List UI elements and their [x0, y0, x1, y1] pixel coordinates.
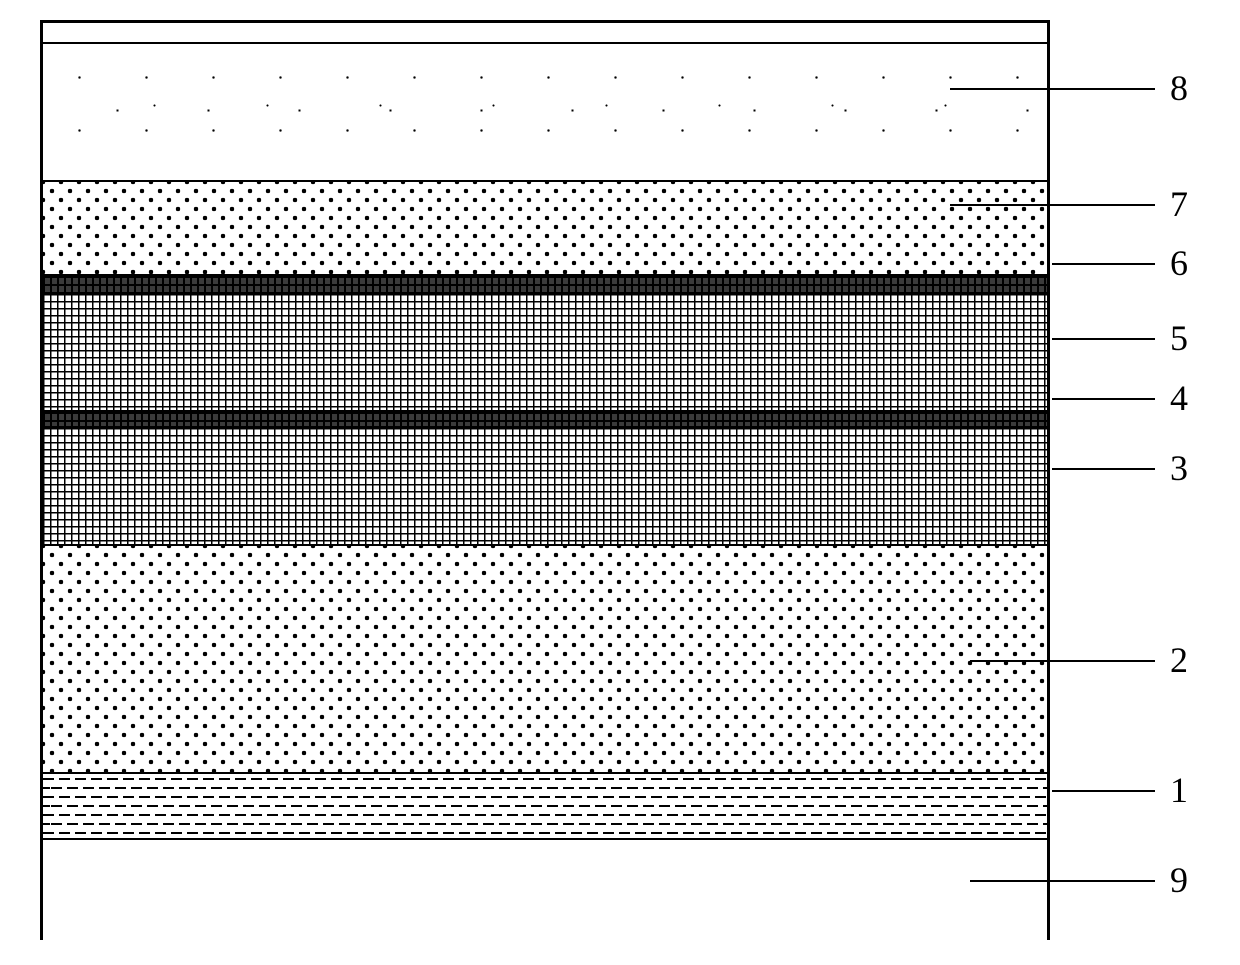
leader-6 [1052, 263, 1155, 265]
leader-8 [950, 88, 1155, 90]
label-2: 2 [1170, 642, 1188, 678]
layer-4 [43, 410, 1047, 426]
layer-6 [43, 274, 1047, 292]
label-6: 6 [1170, 245, 1188, 281]
layer-5 [43, 292, 1047, 410]
leader-5 [1052, 338, 1155, 340]
label-3: 3 [1170, 450, 1188, 486]
label-5: 5 [1170, 320, 1188, 356]
layer-7 [43, 180, 1047, 274]
leader-2 [970, 660, 1155, 662]
layer-2 [43, 544, 1047, 772]
leader-9 [970, 880, 1155, 882]
label-1: 1 [1170, 772, 1188, 808]
layer-9 [43, 838, 1047, 958]
leader-3 [1052, 468, 1155, 470]
leader-4 [1052, 398, 1155, 400]
layer-8 [43, 42, 1047, 180]
leader-7 [950, 204, 1155, 206]
leader-1 [1052, 790, 1155, 792]
label-7: 7 [1170, 186, 1188, 222]
label-4: 4 [1170, 380, 1188, 416]
label-8: 8 [1170, 70, 1188, 106]
diagram-stage: 8 7 6 5 4 3 2 1 9 [0, 0, 1240, 965]
layer-3 [43, 426, 1047, 544]
layer-1 [43, 772, 1047, 838]
label-9: 9 [1170, 862, 1188, 898]
